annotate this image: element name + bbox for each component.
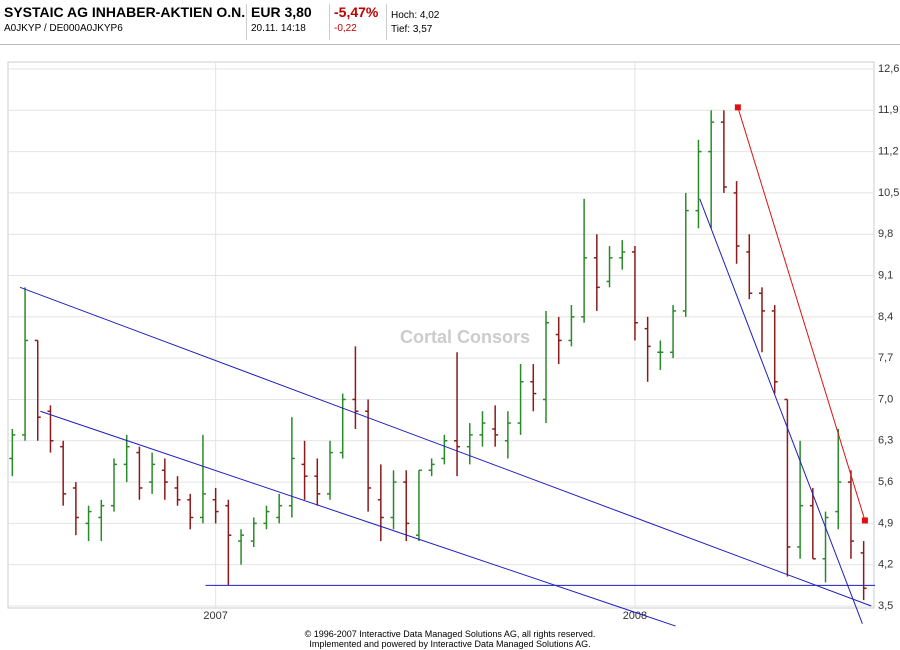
watermark: Cortal Consors bbox=[400, 327, 530, 347]
change: -0,22 bbox=[334, 23, 357, 34]
y-tick-label: 5,6 bbox=[878, 476, 893, 488]
y-tick-label: 11,2 bbox=[878, 146, 899, 158]
x-tick-label: 2007 bbox=[203, 610, 227, 622]
y-tick-label: 9,1 bbox=[878, 269, 893, 281]
y-tick-label: 9,8 bbox=[878, 228, 893, 240]
header: SYSTAIC AG INHABER-AKTIEN O.N. A0JKYP / … bbox=[0, 0, 900, 45]
chart: Cortal Consors 3,5 4,2 4,9 5,6 6,3 7,0 7,7 8,4 9… bbox=[7, 61, 899, 627]
y-tick-label: 10,5 bbox=[878, 187, 899, 199]
plot-frame bbox=[7, 61, 875, 609]
copyright: © 1996-2007 Interactive Data Managed Sol… bbox=[304, 629, 596, 639]
y-tick-label: 6,3 bbox=[878, 435, 893, 447]
powered-by: Implemented and powered by Interactive D… bbox=[309, 639, 591, 649]
x-tick-label: 2008 bbox=[623, 610, 647, 622]
quote: EUR 3,80 20.11. 14:18 bbox=[247, 4, 330, 40]
trend-marker bbox=[861, 517, 868, 524]
y-tick-label: 4,9 bbox=[878, 517, 893, 529]
y-tick-label: 11,9 bbox=[878, 104, 899, 116]
instrument: SYSTAIC AG INHABER-AKTIEN O.N. A0JKYP / … bbox=[0, 4, 247, 40]
trend-line bbox=[699, 198, 863, 624]
trend-line bbox=[737, 107, 866, 521]
title: SYSTAIC AG INHABER-AKTIEN O.N. bbox=[4, 4, 246, 20]
low: Tief: 3,57 bbox=[391, 24, 433, 35]
price: EUR 3,80 bbox=[251, 4, 312, 20]
trend-marker bbox=[734, 104, 741, 111]
y-tick-label: 7,7 bbox=[878, 352, 893, 364]
y-tick-label: 3,5 bbox=[878, 600, 893, 612]
trend-line bbox=[19, 286, 872, 607]
trend-line bbox=[40, 410, 676, 627]
footer: © 1996-2007 Interactive Data Managed Sol… bbox=[0, 629, 900, 649]
y-tick-label: 4,2 bbox=[878, 559, 893, 571]
range: Hoch: 4,02 Tief: 3,57 bbox=[387, 4, 471, 40]
change-cell: -5,47% -0,22 bbox=[330, 4, 387, 40]
change-pct: -5,47% bbox=[334, 4, 379, 20]
ids: A0JKYP / DE000A0JKYP6 bbox=[4, 23, 123, 34]
time: 20.11. 14:18 bbox=[251, 23, 306, 34]
y-tick-label: 7,0 bbox=[878, 393, 893, 405]
high: Hoch: 4,02 bbox=[391, 10, 440, 21]
y-tick-label: 8,4 bbox=[878, 311, 893, 323]
y-tick-label: 12,6 bbox=[878, 63, 899, 75]
